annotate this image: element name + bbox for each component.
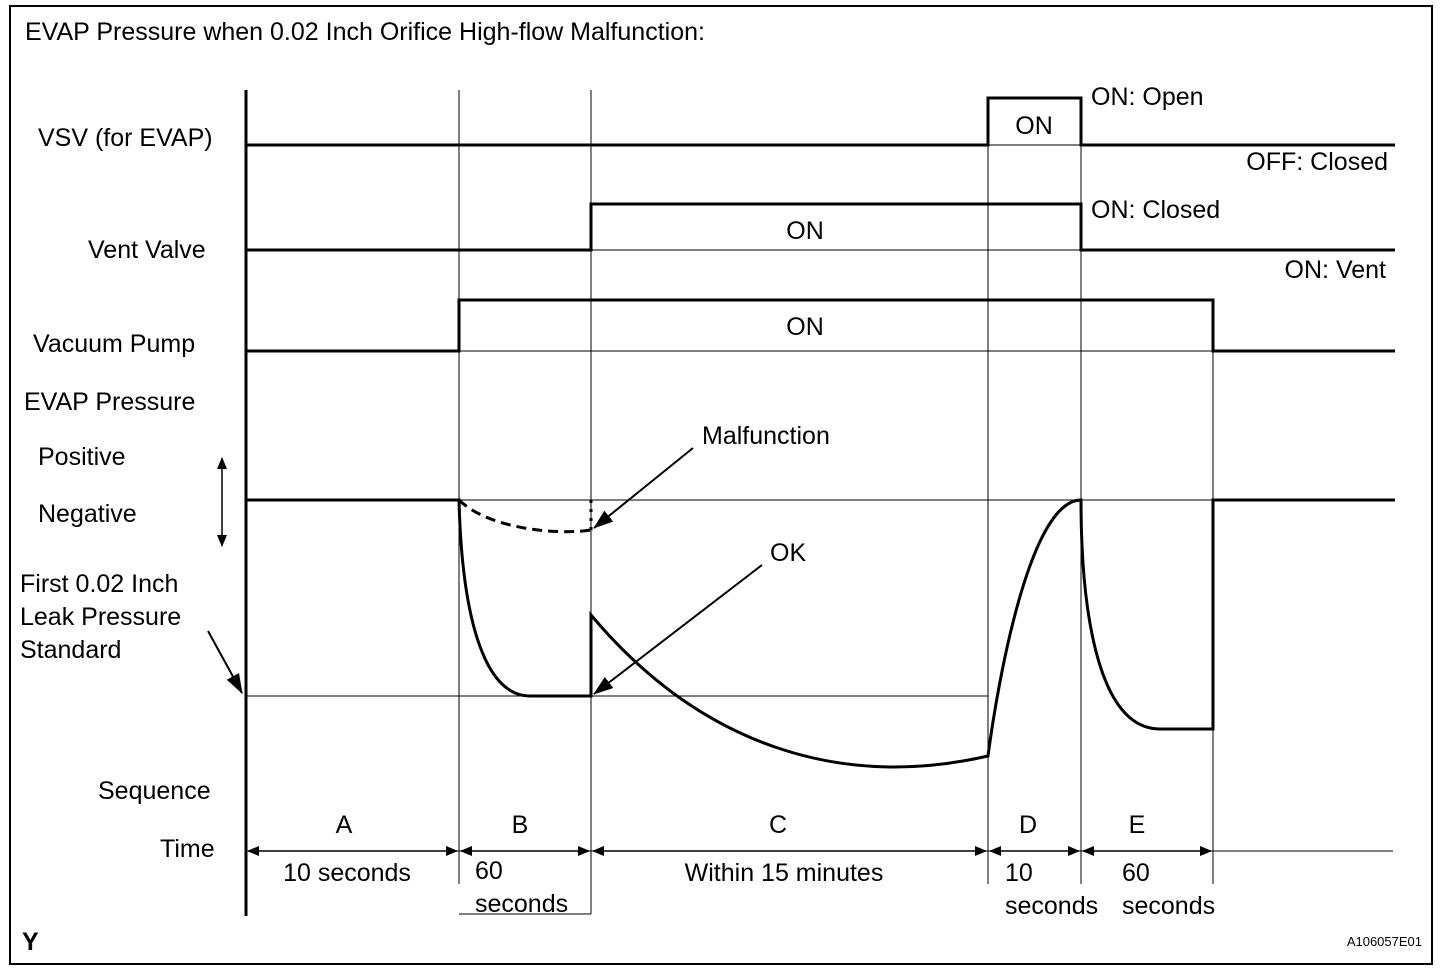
vsv-on-label: ON: [1015, 112, 1053, 140]
vsv-signal: [246, 96, 1395, 147]
label-standard-line2: Leak Pressure: [20, 603, 181, 631]
label-vent-valve: Vent Valve: [88, 236, 206, 264]
pump-on-label: ON: [786, 313, 824, 341]
evap-pressure-curve: [246, 498, 1395, 769]
sequence-b: B: [512, 811, 529, 839]
time-e-line1: 60: [1122, 859, 1150, 887]
figure-title: EVAP Pressure when 0.02 Inch Orifice Hig…: [25, 18, 705, 46]
vent-valve-signal: [246, 202, 1395, 252]
label-standard-line1: First 0.02 Inch: [20, 570, 178, 598]
figure-id: A106057E01: [1347, 934, 1422, 949]
footer-mark: Y: [22, 928, 39, 956]
label-vsv: VSV (for EVAP): [38, 124, 213, 152]
vsv-on-state: ON: Open: [1091, 83, 1204, 111]
time-e-line2: seconds: [1122, 892, 1215, 920]
time-b-line2: seconds: [475, 890, 568, 918]
time-d-line1: 10: [1005, 859, 1033, 887]
time-d-line2: seconds: [1005, 892, 1098, 920]
time-c: Within 15 minutes: [685, 859, 884, 887]
label-evap-pressure: EVAP Pressure: [24, 388, 195, 416]
sequence-e: E: [1129, 811, 1146, 839]
vent-on-state: ON: Closed: [1091, 196, 1220, 224]
malfunction-label: Malfunction: [702, 422, 830, 450]
label-positive: Positive: [38, 443, 126, 471]
ok-arrow: [593, 564, 763, 695]
vent-off-state: ON: Vent: [1285, 256, 1386, 284]
ok-label: OK: [770, 539, 806, 567]
label-vacuum-pump: Vacuum Pump: [33, 330, 195, 358]
figure-border: [9, 5, 1433, 965]
label-standard-line3: Standard: [20, 636, 121, 664]
standard-arrow: [207, 630, 243, 694]
time-b-line1: 60: [475, 857, 503, 885]
vsv-off-state: OFF: Closed: [1246, 148, 1388, 176]
malfunction-arrow: [593, 447, 694, 529]
label-negative: Negative: [38, 500, 137, 528]
sequence-c: C: [769, 811, 787, 839]
time-a: 10 seconds: [283, 859, 411, 887]
sequence-d: D: [1019, 811, 1037, 839]
malfunction-curve: [457, 498, 592, 534]
label-time: Time: [160, 835, 215, 863]
label-sequence: Sequence: [98, 777, 211, 805]
sequence-a: A: [336, 811, 353, 839]
vent-on-label: ON: [786, 217, 824, 245]
vacuum-pump-signal: [246, 298, 1395, 353]
